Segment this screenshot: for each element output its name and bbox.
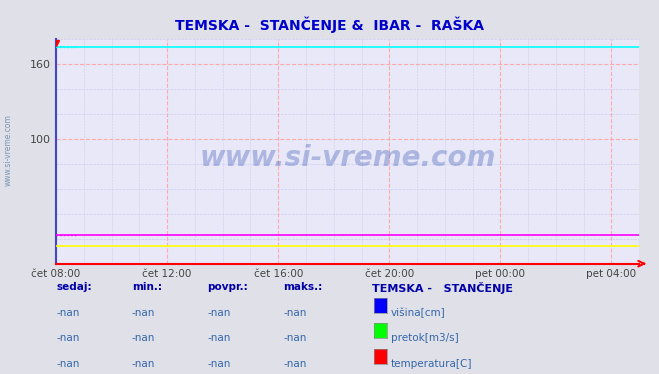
Text: sedaj:: sedaj: (56, 282, 92, 292)
Text: povpr.:: povpr.: (208, 282, 248, 292)
Text: temperatura[C]: temperatura[C] (391, 359, 473, 369)
Text: -nan: -nan (283, 308, 306, 318)
Text: -nan: -nan (56, 308, 79, 318)
Text: -nan: -nan (56, 333, 79, 343)
Text: www.si-vreme.com: www.si-vreme.com (3, 114, 13, 186)
Text: min.:: min.: (132, 282, 162, 292)
Text: -nan: -nan (283, 359, 306, 369)
Text: -nan: -nan (208, 359, 231, 369)
Text: -nan: -nan (208, 333, 231, 343)
Text: -nan: -nan (56, 359, 79, 369)
Text: maks.:: maks.: (283, 282, 323, 292)
Text: www.si-vreme.com: www.si-vreme.com (200, 144, 496, 172)
Text: -nan: -nan (132, 308, 155, 318)
Text: -nan: -nan (208, 308, 231, 318)
Text: -nan: -nan (132, 359, 155, 369)
Text: TEMSKA -   STANČENJE: TEMSKA - STANČENJE (372, 282, 513, 294)
Text: TEMSKA -  STANČENJE &  IBAR -  RAŠKA: TEMSKA - STANČENJE & IBAR - RAŠKA (175, 17, 484, 33)
Text: -nan: -nan (132, 333, 155, 343)
Text: pretok[m3/s]: pretok[m3/s] (391, 333, 459, 343)
Text: -nan: -nan (283, 333, 306, 343)
Text: višina[cm]: višina[cm] (391, 308, 445, 318)
